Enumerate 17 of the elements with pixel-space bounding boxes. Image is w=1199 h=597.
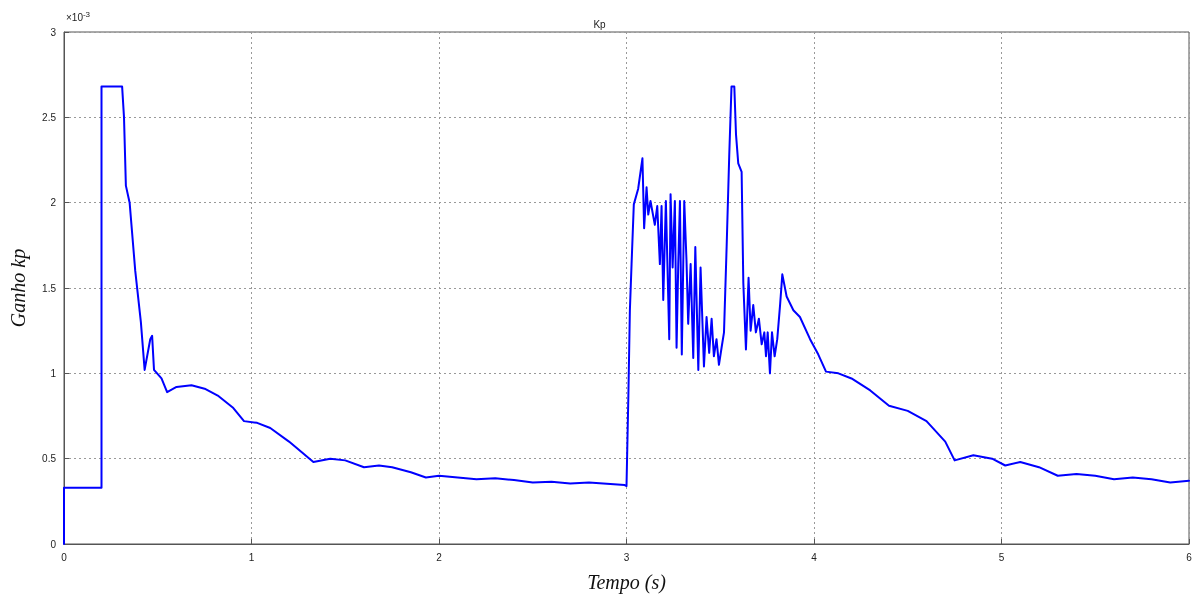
x-tick-label: 1 [248, 551, 255, 563]
x-tick-label: 5 [998, 551, 1005, 563]
y-tick-label: 1 [50, 367, 57, 379]
y-axis-title: Ganho kp [7, 248, 30, 328]
y-tick-label: 0 [50, 538, 57, 550]
y-tick-label: 2.5 [42, 111, 57, 123]
x-tick-label: 2 [436, 551, 443, 563]
x-tick-label: 4 [811, 551, 818, 563]
y-tick-label: 1.5 [42, 282, 57, 294]
chart-title: Kp [593, 18, 607, 30]
y-tick-label: 0.5 [42, 453, 57, 465]
y-tick-label: 2 [50, 197, 57, 209]
x-axis-title: Tempo (s) [587, 571, 667, 594]
y-tick-label: 3 [50, 26, 57, 38]
x-tick-label: 3 [623, 551, 630, 563]
x-tick-label: 0 [61, 551, 68, 563]
x-tick-label: 6 [1186, 551, 1193, 563]
